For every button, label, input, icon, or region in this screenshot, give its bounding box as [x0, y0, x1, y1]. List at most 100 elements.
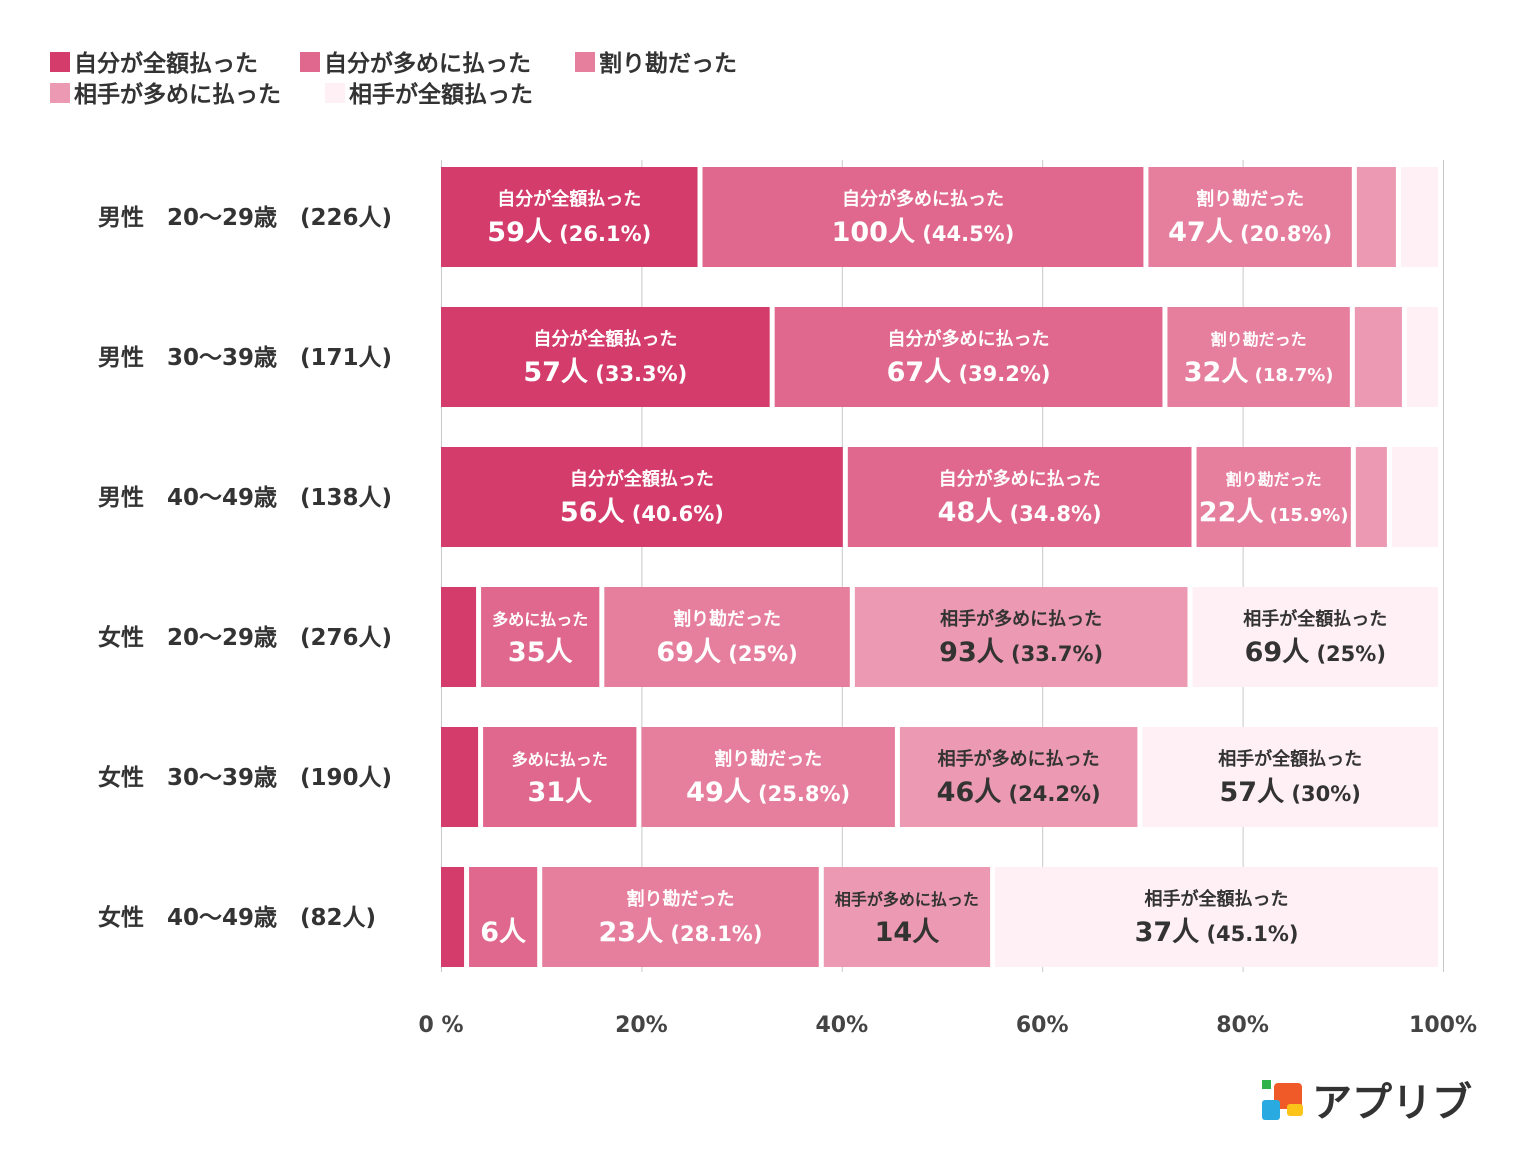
bar-segment	[441, 587, 477, 687]
bar-segment-value: 32人 (18.7%)	[1184, 357, 1334, 388]
logo-square-green	[1262, 1080, 1271, 1089]
legend-label: 自分が全額払った	[74, 50, 258, 77]
bar-segment	[441, 307, 770, 407]
bar-segment	[483, 727, 637, 827]
x-axis-ticks: 0 % 20% 40% 60% 80% 100%	[418, 1013, 1476, 1038]
x-tick-label: 100%	[1409, 1013, 1477, 1038]
bar-segment	[641, 727, 895, 827]
bar-segment-value: 100人 (44.5%)	[832, 217, 1015, 248]
x-tick-label: 0 %	[418, 1013, 463, 1038]
bar-segment	[1142, 727, 1438, 827]
bar-segment-name: 相手が全額払った	[1243, 608, 1387, 630]
x-tick-label: 20%	[615, 1013, 668, 1038]
bar-segment	[854, 587, 1188, 687]
bar-segment-name: 割り勘だった	[1196, 188, 1304, 210]
bar-segment	[1196, 447, 1351, 547]
bar-segment-name: 相手が全額払った	[1218, 748, 1362, 770]
bar-segment-value: 14人	[875, 917, 940, 948]
bar-segment-name: 自分が全額払った	[570, 468, 714, 490]
x-tick-label: 60%	[1016, 1013, 1069, 1038]
bar-segment	[1400, 167, 1438, 267]
bar-segment	[481, 587, 600, 687]
bar-segment-value: 48人 (34.8%)	[938, 497, 1102, 528]
bar-segment	[1355, 447, 1387, 547]
bar-segment-value: 69人 (25%)	[656, 637, 797, 668]
bar-segment-value: 67人 (39.2%)	[887, 357, 1051, 388]
bar-segment	[441, 447, 843, 547]
bar-segment	[441, 167, 698, 267]
bar-segment	[702, 167, 1144, 267]
bar-segment	[1192, 587, 1438, 687]
legend-label: 相手が全額払った	[349, 81, 533, 108]
legend-label: 相手が多めに払った	[74, 81, 281, 108]
bar-segment-name: 自分が多めに払った	[888, 328, 1050, 350]
legend-swatch	[50, 52, 70, 72]
bar-segment-name: 割り勘だった	[626, 888, 734, 910]
bar-segment	[441, 727, 479, 827]
bar-segment-value: 46人 (24.2%)	[937, 777, 1101, 808]
bar-segment-name: 割り勘だった	[1226, 470, 1322, 489]
bar-segment-value: 23人 (28.1%)	[599, 917, 763, 948]
bar-segment-value: 22人 (15.9%)	[1199, 497, 1349, 528]
legend-swatch	[575, 52, 595, 72]
bar-segment-name: 自分が多めに払った	[842, 188, 1004, 210]
category-label: 女性 20〜29歳 (276人)	[98, 624, 392, 651]
bar-segment	[1356, 167, 1396, 267]
category-label: 女性 40〜49歳 (82人)	[98, 904, 376, 931]
category-label: 男性 30〜39歳 (171人)	[98, 345, 392, 371]
logo-square-orange	[1274, 1083, 1302, 1109]
bar-segment-value: 47人 (20.8%)	[1168, 217, 1332, 248]
logo-square-yellow	[1287, 1104, 1303, 1116]
bar-segment-name: 割り勘だった	[714, 748, 822, 770]
bar-segment-value: 57人 (33.3%)	[523, 357, 687, 388]
legend-swatch	[300, 52, 320, 72]
logo-square-blue	[1262, 1100, 1280, 1120]
bar-segment-name: 相手が多めに払った	[938, 748, 1100, 770]
brand-name: アプリブ	[1312, 1080, 1472, 1126]
bar-segment	[469, 867, 538, 967]
bar-segment	[441, 867, 465, 967]
bar-segment-value: 37人 (45.1%)	[1135, 917, 1299, 948]
bar-segment-name: 相手が多めに払った	[835, 890, 979, 909]
legend-label: 割り勘だった	[599, 50, 737, 77]
bar-segment	[1354, 307, 1402, 407]
bar-segment-value: 69人 (25%)	[1245, 637, 1386, 668]
legend-swatch	[325, 83, 345, 103]
category-label: 女性 30〜39歳 (190人)	[98, 764, 392, 791]
bar-segment	[1406, 307, 1438, 407]
bar-segment-value: 6人	[480, 917, 526, 948]
legend-swatch	[50, 83, 70, 103]
bar-segment-value: 35人	[508, 637, 573, 668]
legend-label: 自分が多めに払った	[324, 50, 531, 77]
gridlines	[441, 160, 1444, 972]
bar-segment-value: 59人 (26.1%)	[487, 217, 651, 248]
bar-segment-name: 相手が多めに払った	[940, 608, 1102, 630]
bar-segment-value: 49人 (25.8%)	[686, 777, 850, 808]
x-tick-label: 40%	[815, 1013, 868, 1038]
bar-segment	[1167, 307, 1350, 407]
bar-segment	[1391, 447, 1438, 547]
category-label: 男性 40〜49歳 (138人)	[98, 485, 392, 511]
bar-segment	[899, 727, 1138, 827]
bar-segment-value: 56人 (40.6%)	[560, 497, 724, 528]
bar-segment-value: 93人 (33.7%)	[939, 637, 1103, 668]
bar-segment	[823, 867, 991, 967]
bar-segment	[995, 867, 1438, 967]
bar-segment-name: 割り勘だった	[1211, 330, 1307, 349]
bar-segment-name: 自分が多めに払った	[939, 468, 1101, 490]
bar-segment-name: 多めに払った	[492, 610, 588, 629]
x-tick-label: 80%	[1216, 1013, 1269, 1038]
bar-segment-value: 31人	[527, 777, 592, 808]
bar-segment-value: 57人 (30%)	[1220, 777, 1361, 808]
bar-segment-name: 自分が全額払った	[497, 188, 641, 210]
bar-segment	[847, 447, 1192, 547]
bar-segment	[604, 587, 850, 687]
brand-logo: アプリブ	[1262, 1080, 1472, 1126]
bar-segment-name: 割り勘だった	[673, 608, 781, 630]
bar-segment	[774, 307, 1163, 407]
category-label: 男性 20〜29歳 (226人)	[98, 205, 392, 231]
bar-segment	[1148, 167, 1352, 267]
row-labels: 男性 20〜29歳 (226人) 男性 30〜39歳 (171人) 男性 40〜49…	[98, 205, 392, 931]
